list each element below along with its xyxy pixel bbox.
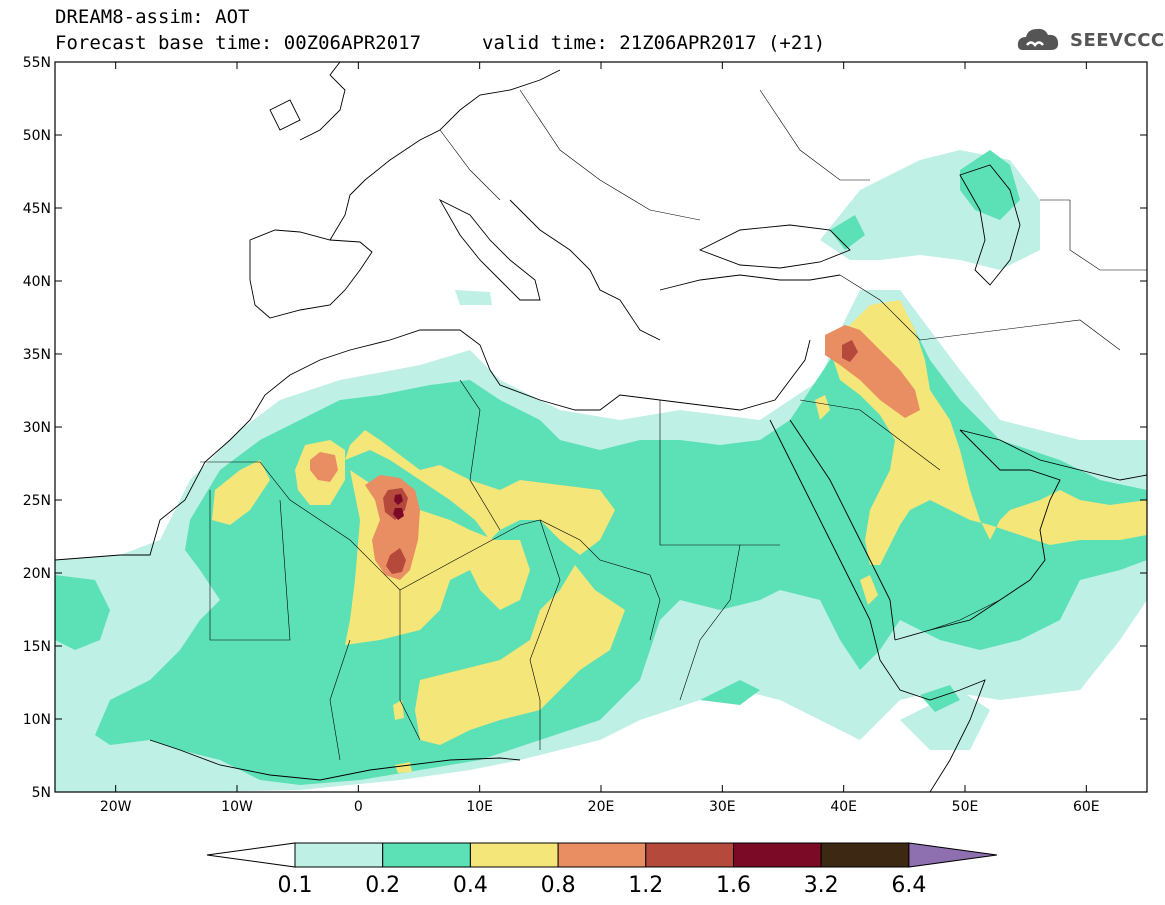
aot-band-1.6: [393, 494, 404, 520]
lon-tick-label: 0: [354, 799, 363, 815]
lon-tick-label: 40E: [830, 799, 857, 815]
longitude-axis: 20W 10W 0 10E 20E 30E 40E 50E 60E: [100, 62, 1100, 815]
colorbar-label: 6.4: [891, 873, 926, 898]
logo-text: SEEVCCC: [1070, 30, 1165, 51]
lon-tick-label: 50E: [952, 799, 979, 815]
lat-tick-label: 30N: [23, 420, 51, 436]
lon-tick-label: 60E: [1073, 799, 1100, 815]
colorbar-bin: [645, 842, 734, 868]
lat-tick-label: 5N: [32, 785, 51, 801]
colorbar-low-arrow: [206, 842, 296, 868]
lat-tick-label: 45N: [23, 201, 51, 217]
lat-tick-label: 25N: [23, 493, 51, 509]
lon-tick-label: 30E: [709, 799, 736, 815]
latitude-axis: 55N 50N 45N 40N 35N 30N 25N 20N 15N 10N 5N: [23, 55, 1147, 801]
aot-field: [55, 150, 1147, 792]
lat-tick-label: 55N: [23, 55, 51, 71]
lon-tick-label: 10W: [221, 799, 253, 815]
colorbar-label: 0.4: [453, 873, 488, 898]
colorbar-label: 1.6: [716, 873, 751, 898]
lon-tick-label: 20E: [588, 799, 615, 815]
colorbar-label: 0.1: [278, 873, 313, 898]
colorbar-label: 3.2: [804, 873, 839, 898]
colorbar-bin: [557, 842, 647, 868]
country-borders: [200, 89, 1147, 761]
colorbar-label: 1.2: [628, 873, 663, 898]
colorbar-bin: [294, 842, 384, 868]
colorbar-label: 0.8: [541, 873, 576, 898]
lat-tick-label: 35N: [23, 347, 51, 363]
colorbar-bin: [733, 842, 822, 868]
aot-band-1.2: [383, 340, 858, 574]
valid-time: valid time: 21Z06APR2017 (+21): [482, 32, 826, 54]
forecast-base-time: Forecast base time: 00Z06APR2017: [55, 32, 422, 54]
colorbar-high-arrow: [908, 842, 997, 868]
lat-tick-label: 20N: [23, 566, 51, 582]
coastlines: [55, 62, 1147, 792]
lat-tick-label: 40N: [23, 274, 51, 290]
colorbar-label: 0.2: [365, 873, 400, 898]
colorbar-bin: [469, 842, 559, 868]
lon-tick-label: 20W: [100, 799, 132, 815]
lon-tick-label: 10E: [466, 799, 493, 815]
lat-tick-label: 15N: [23, 639, 51, 655]
aot-band-0.4: [212, 300, 1147, 773]
colorbar: 0.1 0.2 0.4 0.8 1.2 1.6 3.2 6.4: [206, 842, 997, 898]
aot-band-0.2: [55, 150, 1147, 785]
colorbar-bin: [820, 842, 910, 868]
lat-tick-label: 50N: [23, 128, 51, 144]
lat-tick-label: 10N: [23, 712, 51, 728]
map-title: DREAM8-assim: AOT: [55, 6, 250, 28]
colorbar-bin: [382, 842, 471, 868]
cloud-icon: [1017, 28, 1059, 50]
